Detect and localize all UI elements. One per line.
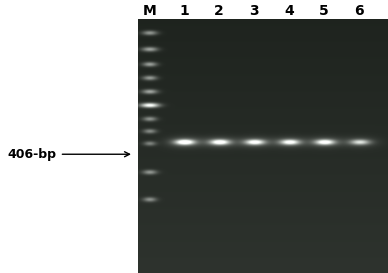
Text: 2: 2 xyxy=(214,4,224,18)
Text: 406-bp: 406-bp xyxy=(8,148,130,161)
Text: 4: 4 xyxy=(284,4,294,18)
Text: M: M xyxy=(142,4,156,18)
Text: 3: 3 xyxy=(249,4,259,18)
Text: 5: 5 xyxy=(319,4,329,18)
Text: 6: 6 xyxy=(354,4,364,18)
Text: 1: 1 xyxy=(179,4,189,18)
